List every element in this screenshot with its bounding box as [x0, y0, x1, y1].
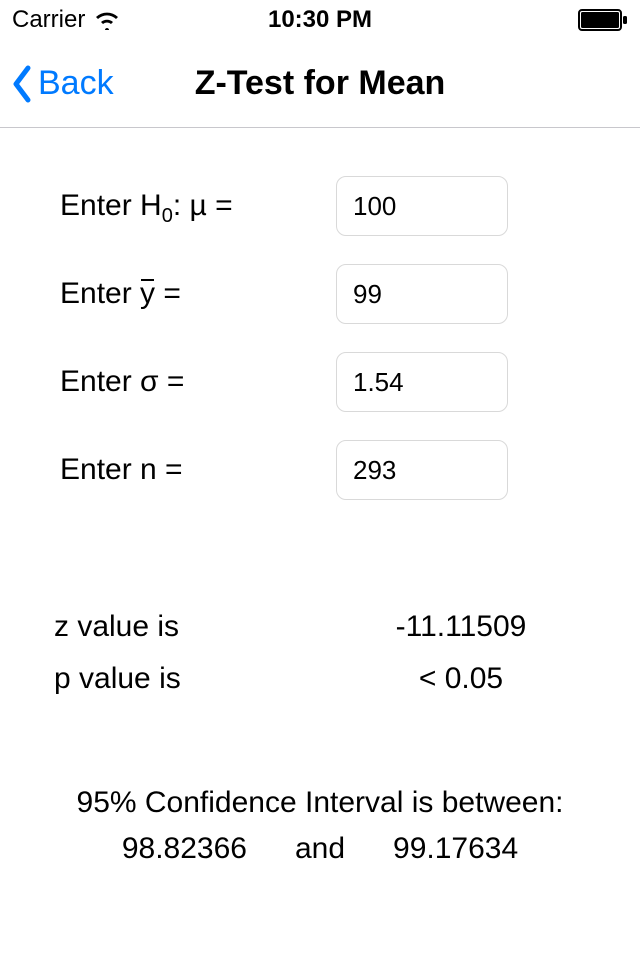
label-h0-suffix: : µ =	[173, 189, 233, 222]
result-p: p value is < 0.05	[54, 662, 586, 696]
z-label: z value is	[54, 610, 179, 644]
row-h0: Enter H0: µ =	[36, 176, 604, 236]
result-z: z value is -11.11509	[54, 610, 586, 644]
ci-lower: 98.82366	[122, 832, 247, 866]
label-ybar: Enter y =	[36, 277, 336, 311]
input-h0[interactable]	[336, 176, 508, 236]
nav-bar: Back Z-Test for Mean	[0, 40, 640, 128]
ci-values: 98.82366 and 99.17634	[36, 832, 604, 866]
status-left: Carrier	[12, 6, 121, 34]
row-ybar: Enter y =	[36, 264, 604, 324]
label-ybar-var: y	[140, 277, 155, 311]
back-button[interactable]: Back	[0, 64, 114, 104]
back-label: Back	[38, 64, 114, 103]
label-h0: Enter H0: µ =	[36, 189, 336, 223]
row-n: Enter n =	[36, 440, 604, 500]
ci-upper: 99.17634	[393, 832, 518, 866]
label-h0-prefix: Enter H	[60, 189, 162, 222]
z-value: -11.11509	[386, 610, 586, 644]
label-sigma: Enter σ =	[36, 365, 336, 399]
label-n: Enter n =	[36, 453, 336, 487]
label-ybar-prefix: Enter	[60, 277, 140, 310]
status-bar: Carrier 10:30 PM	[0, 0, 640, 40]
wifi-icon	[93, 10, 121, 30]
battery-icon	[578, 9, 628, 31]
ci-block: 95% Confidence Interval is between: 98.8…	[36, 786, 604, 866]
input-sigma[interactable]	[336, 352, 508, 412]
carrier-label: Carrier	[12, 6, 85, 34]
label-ybar-suffix: =	[155, 277, 181, 310]
status-right	[578, 9, 628, 31]
p-value: < 0.05	[386, 662, 586, 696]
label-h0-sub: 0	[162, 205, 173, 227]
chevron-left-icon	[10, 64, 34, 104]
ci-heading: 95% Confidence Interval is between:	[36, 786, 604, 820]
content: Enter H0: µ = Enter y = Enter σ = Enter …	[0, 128, 640, 866]
p-label: p value is	[54, 662, 181, 696]
input-n[interactable]	[336, 440, 508, 500]
results-block: z value is -11.11509 p value is < 0.05	[36, 610, 604, 696]
input-ybar[interactable]	[336, 264, 508, 324]
ci-and: and	[275, 832, 365, 866]
row-sigma: Enter σ =	[36, 352, 604, 412]
